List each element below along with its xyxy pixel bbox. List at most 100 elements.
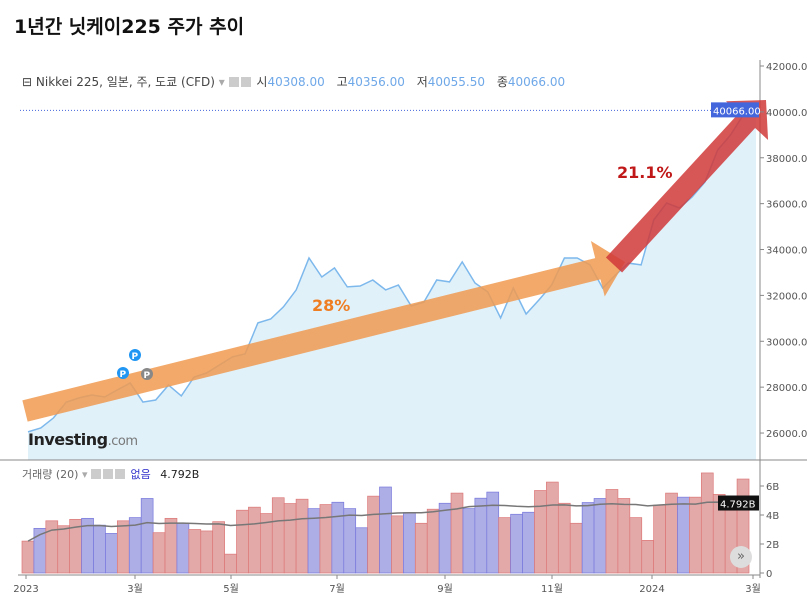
- volume-bar: [736, 478, 750, 574]
- volume-ma-line: [27, 500, 744, 542]
- price-line: [27, 109, 757, 433]
- dropdown-icon[interactable]: ▾: [81, 468, 88, 481]
- volume-bar: [641, 540, 655, 574]
- volume-state: 없음: [130, 468, 151, 481]
- volume-legend: 거래량 (20) ▾ 없음 4.792B: [22, 466, 199, 482]
- close-icon[interactable]: [114, 469, 125, 479]
- x-tick-label: 7월: [329, 583, 345, 595]
- x-tick-label: 9월: [437, 583, 453, 595]
- x-tick-label: 2023: [13, 584, 38, 595]
- volume-bar: [331, 501, 345, 574]
- low-label: 저: [416, 75, 428, 89]
- open-value: 40308.00: [267, 75, 325, 89]
- y-tick-label: 38000.00: [766, 154, 807, 165]
- x-tick-label: 2024: [639, 584, 664, 595]
- growth-arrow-2024: [605, 100, 769, 273]
- volume-bar: [474, 497, 488, 574]
- volume-bar: [438, 502, 452, 574]
- volume-bar: [164, 517, 178, 574]
- page-title: 1년간 닛케이225 주가 추이: [14, 16, 245, 38]
- scroll-to-latest-button[interactable]: »: [730, 546, 752, 568]
- volume-bar: [271, 497, 285, 574]
- watermark-logo: Investing.com: [28, 430, 138, 449]
- volume-bar: [21, 540, 35, 574]
- x-tick-label: 3월: [127, 583, 143, 595]
- volume-bar: [283, 503, 297, 574]
- x-tick-label: 3월: [745, 583, 761, 595]
- y-tick-label: 42000.00: [766, 62, 807, 73]
- logo-brand: Investing: [28, 430, 108, 449]
- volume-bar: [403, 512, 416, 574]
- volume-tick-label: 4B: [766, 511, 779, 522]
- volume-value: 4.792B: [160, 468, 200, 481]
- volume-tick-label: 2B: [766, 540, 779, 551]
- event-marker: [141, 368, 153, 380]
- high-value: 40356.00: [347, 75, 405, 89]
- x-tick-label: 5월: [223, 583, 239, 595]
- volume-bar: [176, 522, 190, 574]
- volume-bar: [188, 529, 202, 574]
- x-tick-label: 11월: [541, 583, 563, 595]
- volume-bar: [45, 520, 59, 574]
- growth-label-2023: 28%: [312, 296, 350, 315]
- volume-bar: [498, 517, 511, 574]
- volume-bar: [605, 489, 619, 574]
- volume-bar: [581, 502, 595, 574]
- volume-bar: [248, 506, 261, 574]
- volume-tick-label: 6B: [766, 482, 779, 493]
- volume-tick-label: 0: [766, 569, 772, 580]
- volume-bar: [486, 491, 500, 574]
- y-tick-label: 26000.00: [766, 429, 807, 440]
- volume-bar: [319, 504, 333, 574]
- volume-bar: [522, 511, 535, 574]
- volume-bar: [295, 498, 309, 574]
- volume-bar: [355, 527, 368, 574]
- settings-icon[interactable]: [240, 77, 251, 87]
- close-label: 종: [496, 75, 508, 89]
- volume-bar: [414, 522, 428, 574]
- visibility-icon[interactable]: [90, 469, 101, 479]
- volume-bar: [200, 530, 214, 574]
- volume-bar: [557, 502, 571, 574]
- y-tick-label: 32000.00: [766, 291, 807, 302]
- volume-bar: [510, 513, 523, 574]
- volume-bar: [57, 525, 71, 574]
- symbol-name[interactable]: Nikkei 225, 일본, 주, 도쿄 (CFD): [35, 75, 215, 89]
- close-value: 40066.00: [507, 75, 566, 89]
- growth-arrow-2023: [22, 240, 625, 422]
- collapse-icon[interactable]: ⊟: [22, 75, 33, 89]
- volume-bar: [152, 532, 166, 574]
- volume-bar: [236, 509, 249, 574]
- volume-bar: [391, 515, 404, 574]
- volume-bar: [677, 496, 690, 574]
- volume-bar: [617, 498, 631, 574]
- low-value: 40055.50: [427, 75, 486, 89]
- visibility-icon[interactable]: [228, 77, 239, 87]
- volume-bar: [689, 496, 702, 574]
- y-tick-label: 40000.00: [766, 108, 807, 119]
- volume-bar: [367, 495, 380, 574]
- volume-indicator-name[interactable]: 거래량 (20): [22, 468, 79, 481]
- event-marker-label: P: [132, 352, 139, 362]
- y-tick-label: 34000.00: [766, 246, 807, 257]
- volume-bar: [569, 522, 583, 574]
- volume-bar: [93, 524, 106, 574]
- volume-bar: [546, 481, 559, 574]
- volume-bar: [212, 521, 225, 574]
- event-marker-label: P: [120, 370, 127, 380]
- volume-bar: [224, 553, 237, 574]
- growth-arrow-2024-shape: [605, 100, 769, 273]
- open-label: 시: [256, 75, 268, 89]
- volume-bar: [116, 520, 130, 574]
- settings-icon[interactable]: [102, 469, 113, 479]
- growth-label-2024: 21.1%: [617, 163, 673, 182]
- last-price-label: 40066.00: [713, 106, 761, 117]
- dropdown-icon[interactable]: ▾: [218, 75, 225, 89]
- volume-bar: [653, 504, 666, 574]
- volume-bar: [105, 533, 118, 574]
- event-marker-label: P: [144, 371, 151, 381]
- event-marker: [117, 367, 129, 379]
- volume-bar: [629, 517, 643, 574]
- volume-bar: [426, 508, 440, 574]
